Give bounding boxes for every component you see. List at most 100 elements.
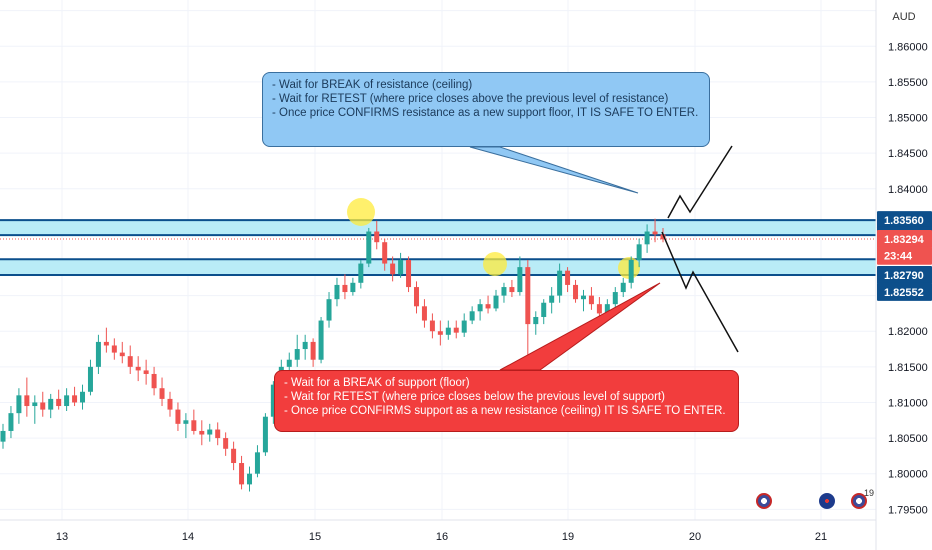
- candle[interactable]: [342, 274, 348, 300]
- candle[interactable]: [620, 277, 626, 298]
- candle[interactable]: [40, 391, 46, 417]
- price-badge[interactable]: 1.82790: [877, 265, 932, 284]
- candle[interactable]: [453, 320, 459, 339]
- uk-flag-icon[interactable]: [756, 493, 772, 509]
- candle[interactable]: [0, 423, 6, 449]
- candle-body: [358, 263, 364, 283]
- candle-body: [557, 270, 563, 296]
- candle[interactable]: [135, 356, 141, 382]
- candle[interactable]: [223, 432, 229, 456]
- candle[interactable]: [644, 224, 650, 253]
- candle[interactable]: [32, 395, 38, 424]
- price-badge[interactable]: 1.82552: [877, 282, 932, 301]
- candle[interactable]: [549, 287, 555, 314]
- candle[interactable]: [509, 279, 515, 298]
- candle[interactable]: [628, 256, 634, 289]
- candle[interactable]: [72, 386, 78, 407]
- candle[interactable]: [326, 292, 332, 328]
- candle[interactable]: [358, 260, 364, 289]
- candle[interactable]: [111, 338, 117, 360]
- candle[interactable]: [429, 313, 435, 339]
- candle[interactable]: [390, 256, 396, 282]
- candle[interactable]: [382, 238, 388, 271]
- candle[interactable]: [525, 260, 531, 367]
- candle[interactable]: [588, 287, 594, 310]
- price-axis[interactable]: AUD 1.86000 1.85500 1.85000 1.84500 1.84000 1.…: [875, 0, 932, 550]
- candle[interactable]: [48, 393, 54, 419]
- candle[interactable]: [103, 327, 109, 353]
- candle-body: [95, 341, 101, 367]
- candle[interactable]: [573, 279, 579, 303]
- candle[interactable]: [191, 409, 197, 435]
- candle[interactable]: [557, 263, 563, 303]
- candle[interactable]: [8, 406, 14, 439]
- candle[interactable]: [167, 391, 173, 417]
- candle[interactable]: [239, 455, 245, 490]
- price-badge-bg: [877, 211, 932, 230]
- au-flag-icon[interactable]: [819, 493, 835, 509]
- candle[interactable]: [64, 388, 70, 412]
- candle[interactable]: [501, 282, 507, 303]
- candle[interactable]: [406, 256, 412, 293]
- support-callout[interactable]: - Wait for a BREAK of support (floor) - …: [274, 370, 739, 432]
- candle[interactable]: [421, 299, 427, 328]
- candle[interactable]: [461, 313, 467, 337]
- candle[interactable]: [437, 320, 443, 346]
- candle[interactable]: [151, 366, 157, 396]
- candle[interactable]: [270, 381, 276, 424]
- candle[interactable]: [533, 311, 539, 335]
- candle[interactable]: [612, 287, 618, 309]
- candle[interactable]: [127, 345, 133, 374]
- candle[interactable]: [143, 359, 149, 385]
- candle[interactable]: [398, 252, 404, 278]
- candle[interactable]: [199, 420, 205, 446]
- candle[interactable]: [56, 389, 62, 410]
- candle[interactable]: [24, 377, 30, 417]
- candle[interactable]: [310, 338, 316, 367]
- candle[interactable]: [119, 341, 125, 364]
- candle[interactable]: [159, 377, 165, 407]
- candle[interactable]: [485, 295, 491, 314]
- candle[interactable]: [350, 277, 356, 296]
- candle[interactable]: [95, 334, 101, 374]
- candle[interactable]: [16, 388, 22, 424]
- candle[interactable]: [215, 422, 221, 446]
- candle[interactable]: [366, 227, 372, 268]
- candle[interactable]: [565, 267, 571, 293]
- time-axis[interactable]: 13 14 15 16 19 20 21: [0, 519, 876, 543]
- price-badge[interactable]: 23:44: [877, 246, 932, 265]
- candle[interactable]: [580, 289, 586, 312]
- candle-body: [247, 473, 253, 485]
- candle[interactable]: [294, 334, 300, 367]
- candle[interactable]: [636, 238, 642, 268]
- candle[interactable]: [334, 277, 340, 307]
- candle[interactable]: [175, 402, 181, 431]
- candle[interactable]: [374, 220, 380, 250]
- price-badge[interactable]: 1.83560: [877, 211, 932, 230]
- candle[interactable]: [477, 299, 483, 321]
- candle[interactable]: [469, 306, 475, 325]
- candle[interactable]: [302, 334, 308, 360]
- candle[interactable]: [247, 466, 253, 492]
- candle[interactable]: [413, 281, 419, 314]
- candle[interactable]: [183, 413, 189, 439]
- uk-flag-icon[interactable]: [851, 493, 867, 509]
- candle[interactable]: [231, 441, 237, 471]
- candle[interactable]: [87, 359, 93, 396]
- candle[interactable]: [541, 299, 547, 325]
- candle[interactable]: [80, 384, 86, 410]
- candle[interactable]: [493, 289, 499, 312]
- candle[interactable]: [517, 256, 523, 296]
- candle[interactable]: [445, 320, 451, 340]
- candles[interactable]: [0, 218, 666, 492]
- price-badge[interactable]: 1.83294: [877, 230, 932, 249]
- candle[interactable]: [318, 316, 324, 364]
- resistance-callout[interactable]: - Wait for BREAK of resistance (ceiling)…: [262, 72, 710, 147]
- candle[interactable]: [652, 218, 658, 243]
- candle[interactable]: [262, 413, 268, 456]
- candle[interactable]: [207, 423, 213, 442]
- candle-body: [573, 284, 579, 300]
- candle[interactable]: [254, 445, 260, 478]
